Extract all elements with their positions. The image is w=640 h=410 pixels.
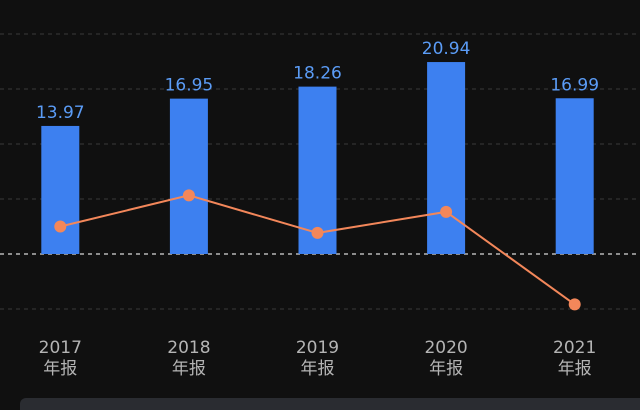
bottom-bar <box>20 398 640 410</box>
data-label: 13.97 <box>36 103 85 123</box>
point <box>54 220 67 233</box>
x-tick-label: 2017年报 <box>38 338 82 379</box>
data-label: 20.94 <box>422 39 471 59</box>
x-tick-label: 2019年报 <box>295 338 340 379</box>
bar <box>427 62 466 254</box>
data-label: 16.99 <box>550 75 599 95</box>
point <box>182 189 195 202</box>
bar <box>169 98 208 254</box>
x-tick-label: 2018年报 <box>167 338 211 379</box>
x-tick-label: 2021年报 <box>553 338 597 379</box>
data-label: 18.26 <box>293 64 342 84</box>
x-tick-label: 2020年报 <box>424 338 468 379</box>
data-label: 16.95 <box>165 76 214 96</box>
point <box>440 205 453 218</box>
point <box>311 226 324 239</box>
bar <box>555 98 594 254</box>
bar <box>298 86 337 254</box>
bar <box>41 125 80 254</box>
point <box>568 298 581 311</box>
